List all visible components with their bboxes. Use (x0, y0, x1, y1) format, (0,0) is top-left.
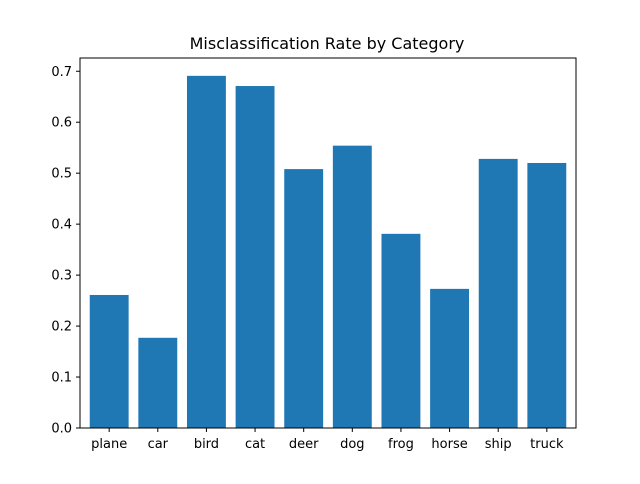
x-tick-label: truck (530, 437, 564, 452)
y-tick-label: 0.1 (51, 371, 72, 386)
x-tick-label: dog (340, 437, 364, 452)
y-axis: 0.0 0.1 0.2 0.3 0.4 0.5 0.6 0.7 (51, 65, 80, 437)
bar-frog (381, 233, 421, 428)
plot-frame (79, 57, 577, 429)
bar-car (138, 337, 178, 428)
bar-deer (284, 169, 324, 428)
bar-dog (332, 145, 372, 428)
y-tick-label: 0.5 (51, 167, 72, 182)
x-tick-label: plane (91, 437, 127, 452)
y-tick-label: 0.2 (51, 320, 72, 335)
x-tick-label: cat (245, 437, 265, 452)
bar-plane (89, 294, 129, 428)
chart-title: Misclassification Rate by Category (190, 34, 465, 53)
bar-truck (527, 162, 567, 429)
bar-horse (430, 288, 470, 428)
y-tick-label: 0.4 (51, 218, 72, 233)
y-tick-label: 0.7 (51, 65, 72, 80)
y-tick-label: 0.6 (51, 116, 72, 131)
y-tick-label: 0.3 (51, 269, 72, 284)
x-tick-label: bird (194, 437, 219, 452)
x-tick-label: deer (289, 437, 319, 452)
x-tick-label: frog (388, 437, 414, 452)
x-tick-label: car (148, 437, 169, 452)
bars-layer (89, 75, 567, 429)
bar-ship (478, 158, 518, 428)
x-tick-label: horse (431, 437, 467, 452)
x-tick-label: ship (485, 437, 512, 452)
bar-cat (235, 86, 275, 428)
bar-bird (186, 75, 226, 428)
y-tick-label: 0.0 (51, 422, 72, 437)
x-axis: plane car bird cat deer dog frog horse ship truck (91, 428, 564, 452)
